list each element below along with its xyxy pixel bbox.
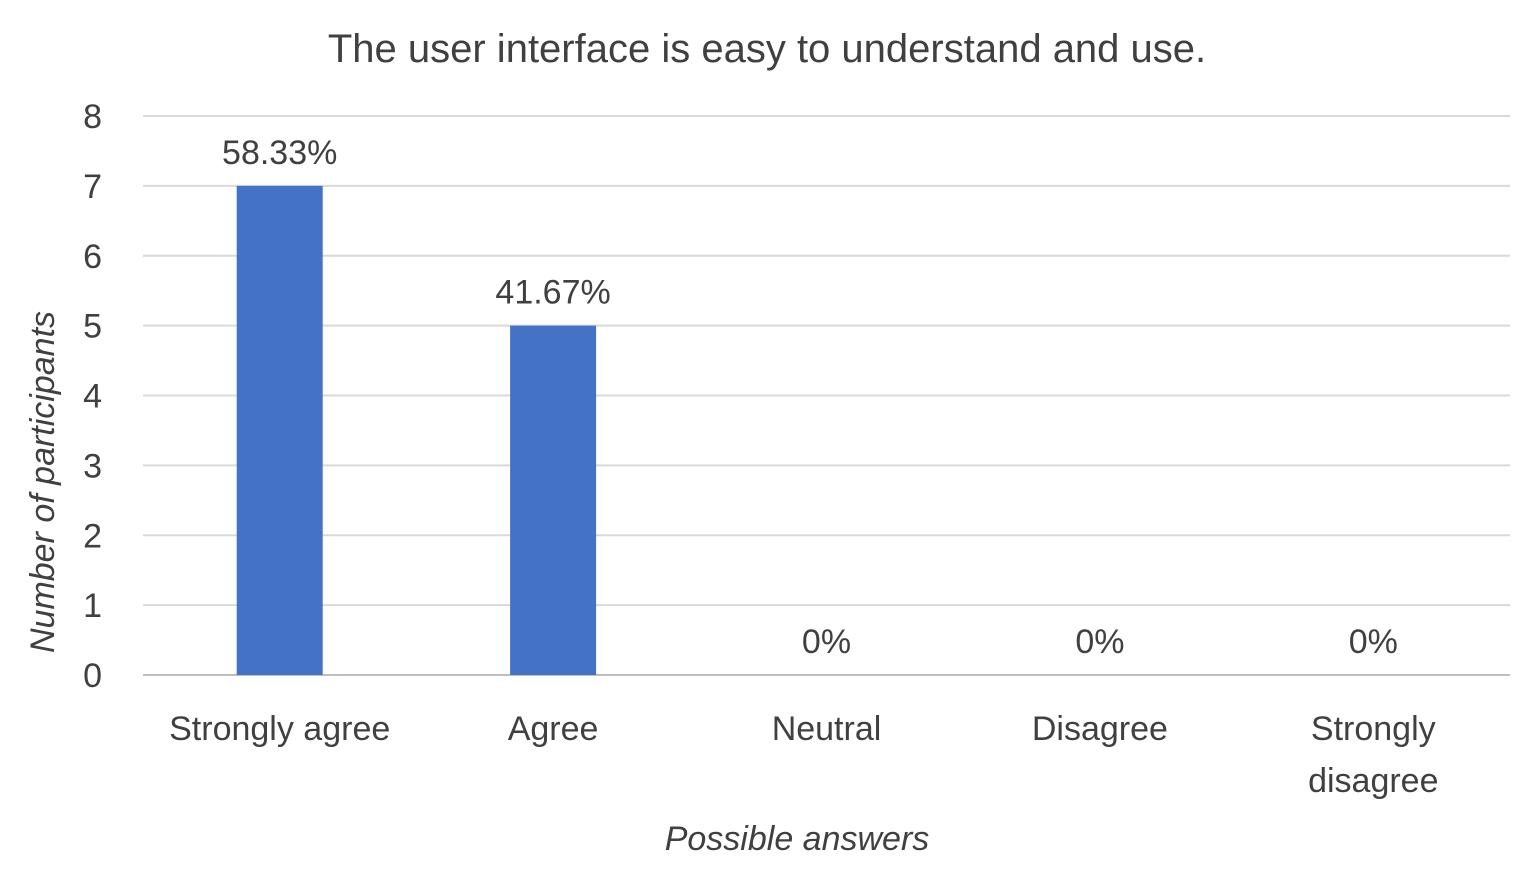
x-axis-label: Possible answers	[665, 820, 930, 858]
y-axis-label: Number of participants	[24, 311, 62, 653]
gridlines	[143, 115, 1510, 676]
data-label: 0%	[1075, 623, 1124, 661]
y-tick-label: 4	[83, 378, 102, 416]
data-label: 41.67%	[495, 274, 610, 312]
y-tick-label: 6	[83, 238, 102, 276]
x-category-label: Strongly agree	[169, 710, 390, 748]
y-tick-label: 7	[83, 168, 102, 206]
y-tick-label: 2	[83, 517, 102, 555]
chart-title: The user interface is easy to understand…	[328, 27, 1206, 71]
y-tick-label: 5	[83, 308, 102, 346]
x-category-label: Neutral	[772, 710, 882, 748]
y-tick-label: 8	[83, 98, 102, 136]
x-category-label: Strongly	[1311, 710, 1436, 748]
x-category-label: Agree	[508, 710, 599, 748]
data-labels: 58.33% 41.67% 0% 0% 0%	[222, 134, 1398, 661]
bar	[236, 185, 323, 675]
x-category-label: Disagree	[1032, 710, 1168, 748]
bar	[510, 325, 597, 675]
bars	[236, 185, 597, 675]
data-label: 0%	[802, 623, 851, 661]
x-axis-categories: Strongly agree Agree Neutral Disagree Strong…	[169, 710, 1438, 800]
y-tick-label: 1	[83, 587, 102, 625]
y-axis-ticks: 0 1 2 3 4 5 6 7 8	[83, 98, 102, 695]
data-label: 58.33%	[222, 134, 337, 172]
y-tick-label: 0	[83, 657, 102, 695]
y-tick-label: 3	[83, 447, 102, 485]
data-label: 0%	[1349, 623, 1398, 661]
x-category-label: disagree	[1308, 762, 1438, 800]
